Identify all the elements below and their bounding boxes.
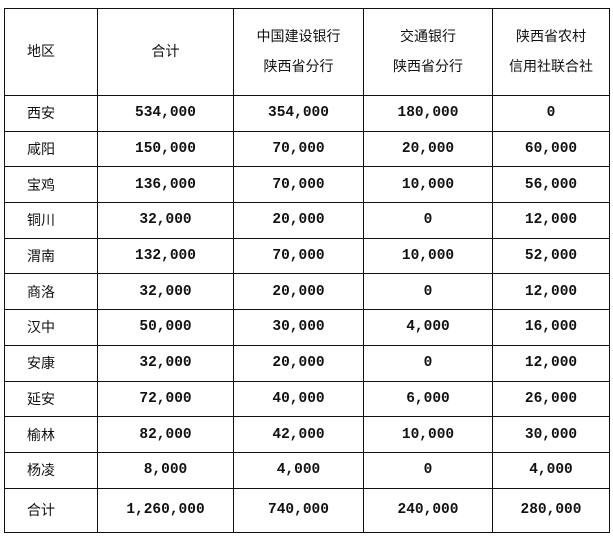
cell-shaanxi-rural-credit: 0 — [492, 95, 610, 132]
cell-ccb-shaanxi: 740,000 — [233, 487, 364, 533]
cell-region: 合计 — [4, 487, 98, 533]
cell-total: 50,000 — [97, 309, 234, 346]
cell-shaanxi-rural-credit: 30,000 — [492, 416, 610, 453]
cell-region: 榆林 — [4, 416, 98, 453]
cell-total: 82,000 — [97, 416, 234, 453]
cell-ccb-shaanxi: 354,000 — [233, 95, 364, 132]
cell-bocom-shaanxi: 240,000 — [363, 487, 493, 533]
cell-total: 72,000 — [97, 380, 234, 418]
cell-bocom-shaanxi: 10,000 — [363, 166, 493, 204]
cell-region: 西安 — [4, 95, 98, 132]
cell-region: 杨凌 — [4, 451, 98, 489]
cell-ccb-shaanxi: 70,000 — [233, 166, 364, 204]
header-text: 陕西省农村 — [516, 29, 586, 45]
table-row: 延安 72,000 40,000 6,000 26,000 — [4, 380, 610, 418]
cell-ccb-shaanxi: 30,000 — [233, 309, 364, 346]
cell-ccb-shaanxi: 70,000 — [233, 130, 364, 168]
cell-shaanxi-rural-credit: 16,000 — [492, 309, 610, 346]
table-row: 西安 534,000 354,000 180,000 0 — [4, 95, 610, 132]
cell-bocom-shaanxi: 6,000 — [363, 380, 493, 418]
cell-region: 宝鸡 — [4, 166, 98, 204]
cell-bocom-shaanxi: 0 — [363, 344, 493, 382]
cell-bocom-shaanxi: 180,000 — [363, 95, 493, 132]
cell-bocom-shaanxi: 4,000 — [363, 309, 493, 346]
total-row: 合计 1,260,000 740,000 240,000 280,000 — [4, 487, 610, 533]
table-row: 铜川 32,000 20,000 0 12,000 — [4, 202, 610, 239]
cell-region: 安康 — [4, 344, 98, 382]
cell-region: 铜川 — [4, 202, 98, 239]
cell-total: 132,000 — [97, 237, 234, 275]
cell-shaanxi-rural-credit: 12,000 — [492, 202, 610, 239]
header-region: 地区 — [4, 8, 98, 96]
header-total: 合计 — [97, 8, 234, 96]
table-row: 榆林 82,000 42,000 10,000 30,000 — [4, 416, 610, 453]
cell-bocom-shaanxi: 10,000 — [363, 416, 493, 453]
header-ccb-shaanxi: 中国建设银行 陕西省分行 — [233, 8, 364, 96]
header-row: 地区 合计 中国建设银行 陕西省分行 交通银行 陕西省分行 陕西省农村 信用社联合社 — [4, 8, 610, 96]
cell-ccb-shaanxi: 42,000 — [233, 416, 364, 453]
cell-region: 延安 — [4, 380, 98, 418]
cell-region: 咸阳 — [4, 130, 98, 168]
cell-total: 1,260,000 — [97, 487, 234, 533]
cell-total: 32,000 — [97, 202, 234, 239]
cell-total: 136,000 — [97, 166, 234, 204]
cell-shaanxi-rural-credit: 12,000 — [492, 273, 610, 311]
cell-region: 汉中 — [4, 309, 98, 346]
cell-bocom-shaanxi: 10,000 — [363, 237, 493, 275]
table-row: 杨凌 8,000 4,000 0 4,000 — [4, 451, 610, 489]
cell-ccb-shaanxi: 4,000 — [233, 451, 364, 489]
table-row: 汉中 50,000 30,000 4,000 16,000 — [4, 309, 610, 346]
table-row: 宝鸡 136,000 70,000 10,000 56,000 — [4, 166, 610, 204]
table-row: 商洛 32,000 20,000 0 12,000 — [4, 273, 610, 311]
cell-total: 534,000 — [97, 95, 234, 132]
cell-shaanxi-rural-credit: 60,000 — [492, 130, 610, 168]
cell-shaanxi-rural-credit: 56,000 — [492, 166, 610, 204]
cell-ccb-shaanxi: 20,000 — [233, 344, 364, 382]
cell-shaanxi-rural-credit: 12,000 — [492, 344, 610, 382]
cell-bocom-shaanxi: 20,000 — [363, 130, 493, 168]
cell-ccb-shaanxi: 70,000 — [233, 237, 364, 275]
header-text: 中国建设银行 — [256, 29, 341, 45]
cell-region: 渭南 — [4, 237, 98, 275]
cell-total: 32,000 — [97, 273, 234, 311]
header-text: 交通银行 — [400, 29, 456, 45]
cell-total: 8,000 — [97, 451, 234, 489]
cell-shaanxi-rural-credit: 4,000 — [492, 451, 610, 489]
cell-shaanxi-rural-credit: 26,000 — [492, 380, 610, 418]
header-text: 陕西省分行 — [263, 59, 334, 75]
table-row: 安康 32,000 20,000 0 12,000 — [4, 344, 610, 382]
cell-total: 150,000 — [97, 130, 234, 168]
data-table: 地区 合计 中国建设银行 陕西省分行 交通银行 陕西省分行 陕西省农村 信用社联合社 西安 53… — [4, 8, 610, 533]
table-row: 咸阳 150,000 70,000 20,000 60,000 — [4, 130, 610, 168]
header-text: 陕西省分行 — [393, 59, 463, 75]
header-shaanxi-rural-credit: 陕西省农村信用社联合社 — [492, 8, 610, 96]
cell-ccb-shaanxi: 40,000 — [233, 380, 364, 418]
cell-bocom-shaanxi: 0 — [363, 273, 493, 311]
header-bocom-shaanxi: 交通银行 陕西省分行 — [363, 8, 493, 96]
cell-shaanxi-rural-credit: 280,000 — [492, 487, 610, 533]
table-row: 渭南 132,000 70,000 10,000 52,000 — [4, 237, 610, 275]
cell-total: 32,000 — [97, 344, 234, 382]
cell-region: 商洛 — [4, 273, 98, 311]
cell-bocom-shaanxi: 0 — [363, 202, 493, 239]
cell-ccb-shaanxi: 20,000 — [233, 202, 364, 239]
cell-bocom-shaanxi: 0 — [363, 451, 493, 489]
header-text: 地区 — [27, 44, 55, 60]
header-text: 合计 — [151, 44, 180, 60]
cell-ccb-shaanxi: 20,000 — [233, 273, 364, 311]
header-text: 信用社联合社 — [509, 59, 593, 75]
cell-shaanxi-rural-credit: 52,000 — [492, 237, 610, 275]
